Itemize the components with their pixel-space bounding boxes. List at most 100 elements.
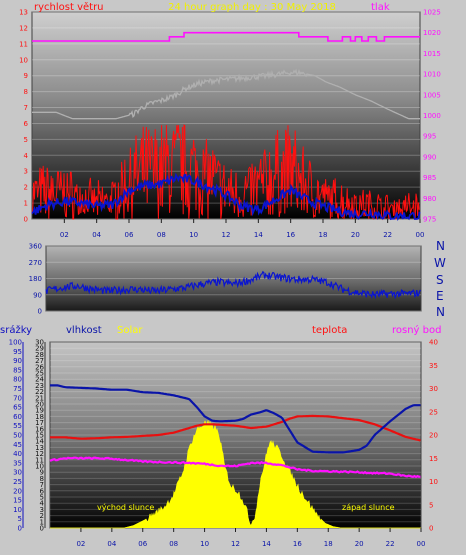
- rain-tick: 40: [13, 450, 22, 458]
- top-x-tick: 16: [286, 231, 295, 239]
- humidity-tick: 10: [35, 463, 44, 471]
- rain-tick: 45: [13, 441, 22, 449]
- top-left-tick: 9: [24, 72, 28, 80]
- top-right-axis-label: tlak: [371, 2, 390, 13]
- top-x-tick: 22: [383, 231, 392, 239]
- top-left-tick: 11: [19, 40, 28, 48]
- top-left-tick: 3: [24, 168, 28, 176]
- solar-label: Solar: [117, 325, 143, 336]
- rain-tick: 10: [13, 506, 22, 514]
- humidity-tick: 2: [40, 512, 44, 520]
- top-left-tick: 2: [24, 184, 28, 192]
- humidity-tick: 15: [35, 432, 44, 440]
- rain-tick: 25: [13, 478, 22, 486]
- gray-series-line: [32, 68, 420, 120]
- direction-tick: 0: [38, 308, 42, 316]
- humidity-tick: 21: [35, 394, 44, 402]
- bottom-panel-axes: 0510152025303540455055606570758085909510…: [9, 339, 438, 549]
- bottom-panel-series: [49, 384, 421, 529]
- rain-tick: 20: [13, 487, 22, 495]
- top-x-tick: 20: [351, 231, 360, 239]
- sunrise-annotation: východ slunce: [97, 503, 154, 512]
- top-x-tick: 10: [189, 231, 198, 239]
- rain-tick: 60: [13, 413, 22, 421]
- rain-tick: 0: [18, 525, 22, 533]
- temperature-tick: 25: [429, 408, 438, 416]
- top-left-tick: 5: [24, 136, 28, 144]
- rain-tick: 80: [13, 376, 22, 384]
- bottom-x-tick: 18: [324, 540, 333, 548]
- humidity-tick: 18: [35, 413, 44, 421]
- bottom-x-tick: 02: [76, 540, 85, 548]
- top-right-tick: 1010: [423, 71, 441, 79]
- humidity-tick: 9: [40, 469, 44, 477]
- top-right-tick: 995: [423, 133, 436, 141]
- humidity-tick: 13: [35, 444, 44, 452]
- top-left-tick: 1: [24, 200, 28, 208]
- top-right-tick: 975: [423, 216, 436, 224]
- direction-tick: 360: [29, 243, 42, 251]
- direction-tick: 180: [29, 275, 42, 283]
- compass-s: S: [436, 273, 444, 287]
- rain-tick: 50: [13, 432, 22, 440]
- humidity-tick: 1: [40, 518, 44, 526]
- top-panel-series: [31, 31, 421, 221]
- humidity-tick: 12: [35, 450, 44, 458]
- humidity-tick: 14: [35, 438, 44, 446]
- top-left-tick: 6: [24, 120, 29, 128]
- top-right-tick: 990: [423, 153, 436, 161]
- humidity-tick: 20: [35, 401, 44, 409]
- direction-tick: 270: [29, 259, 42, 267]
- direction-panel-series: [45, 270, 421, 300]
- bottom-x-tick: 16: [293, 540, 302, 548]
- humidity-line: [50, 384, 421, 454]
- temperature-tick: 40: [429, 339, 438, 347]
- bottom-x-tick: 22: [386, 540, 395, 548]
- dewpoint-line: [49, 456, 421, 479]
- temperature-tick: 15: [429, 455, 438, 463]
- humidity-tick: 28: [35, 351, 44, 359]
- top-x-tick: 18: [319, 231, 328, 239]
- temperature-tick: 35: [429, 362, 438, 370]
- compass-n-top: N: [436, 239, 445, 253]
- top-x-tick: 14: [254, 231, 263, 239]
- temperature-line: [50, 414, 421, 442]
- compass-w: W: [434, 256, 446, 270]
- wind-direction-line: [45, 270, 421, 300]
- temperature-tick: 20: [429, 432, 438, 440]
- rain-tick: 70: [13, 394, 22, 402]
- temperature-tick: 0: [429, 525, 433, 533]
- rain-tick: 90: [13, 357, 22, 365]
- bottom-x-tick: 08: [169, 540, 178, 548]
- bottom-x-tick: 12: [231, 540, 240, 548]
- humidity-tick: 7: [40, 481, 44, 489]
- direction-panel-axes: 0 90 180 270 360: [29, 243, 42, 316]
- top-right-tick: 1015: [423, 50, 441, 58]
- top-x-tick: 08: [157, 231, 166, 239]
- bottom-x-tick: 00: [417, 540, 426, 548]
- rain-axis-label: srážky: [0, 324, 32, 336]
- top-left-tick: 4: [24, 152, 29, 160]
- compass-labels: N W S E N: [434, 239, 446, 319]
- dewpoint-axis-label: rosný bod: [392, 324, 441, 336]
- top-left-tick: 8: [24, 88, 28, 96]
- bottom-panel-grid: [50, 341, 421, 529]
- top-x-tick: 06: [125, 231, 134, 239]
- bottom-x-tick: 10: [200, 540, 209, 548]
- compass-e: E: [436, 289, 444, 303]
- top-panel-axes: 0123456789101112139759809859909951000100…: [19, 9, 441, 240]
- rain-tick: 5: [18, 515, 22, 523]
- rain-tick: 55: [13, 422, 22, 430]
- humidity-tick: 23: [35, 382, 44, 390]
- humidity-tick: 16: [35, 425, 44, 433]
- temperature-tick: 10: [429, 478, 438, 486]
- bottom-x-tick: 06: [138, 540, 147, 548]
- top-left-tick: 0: [24, 216, 28, 224]
- bottom-x-tick: 20: [355, 540, 364, 548]
- rain-tick: 100: [9, 339, 22, 347]
- top-left-tick: 7: [24, 104, 28, 112]
- top-right-tick: 1025: [423, 9, 441, 17]
- chart-title: 24 hour graph day : 30 May 2018: [168, 2, 336, 13]
- top-left-tick: 12: [19, 24, 28, 32]
